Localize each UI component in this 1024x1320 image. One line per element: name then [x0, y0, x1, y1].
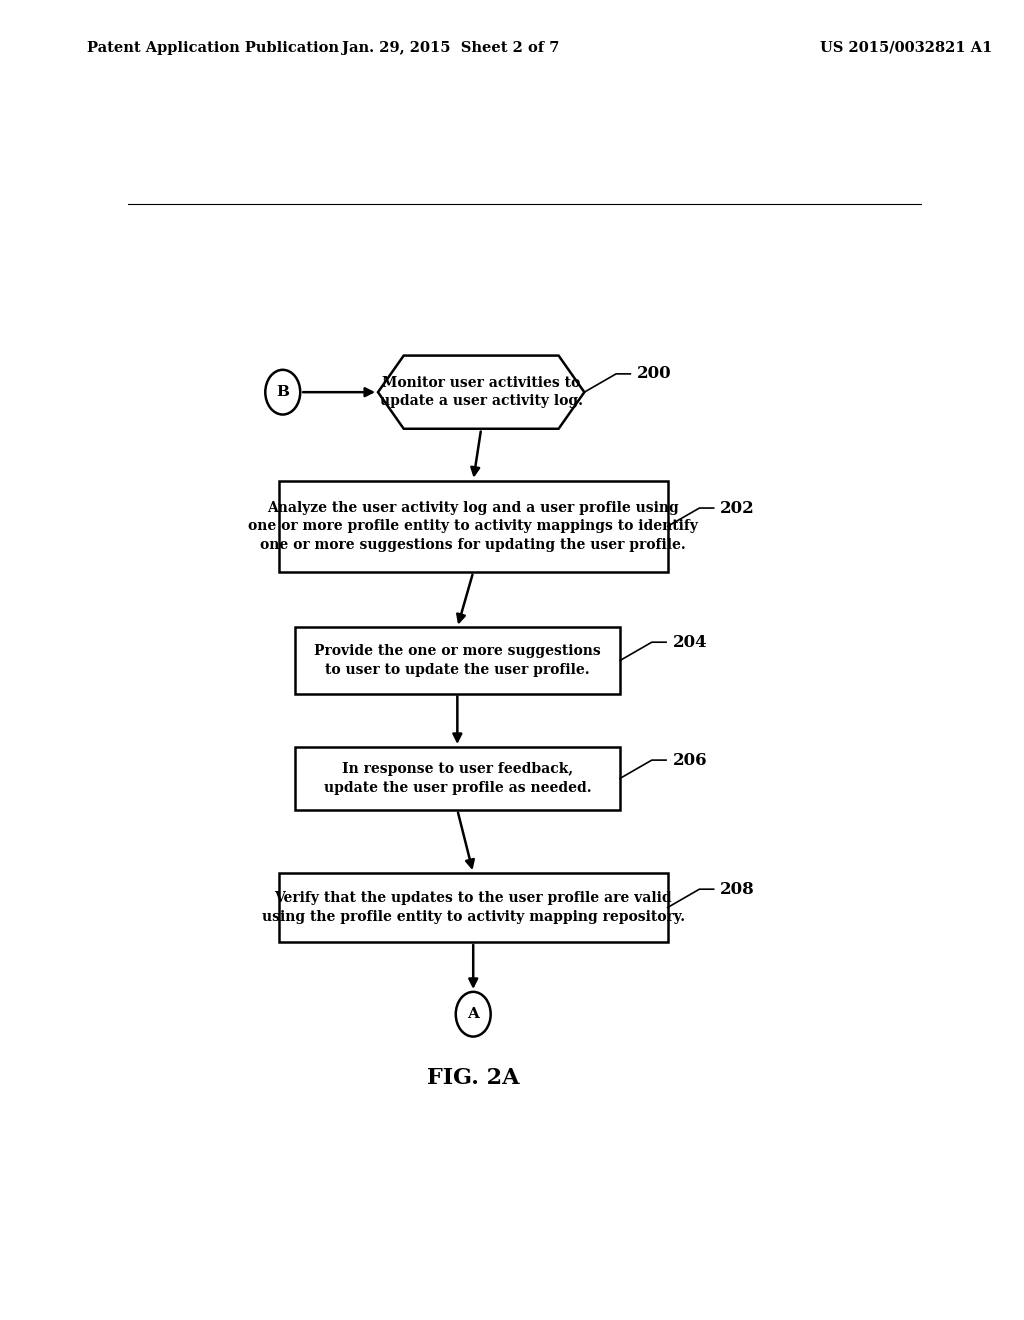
- Bar: [295, 747, 621, 810]
- Text: Monitor user activities to
update a user activity log.: Monitor user activities to update a user…: [380, 376, 583, 408]
- Bar: [295, 627, 621, 693]
- Text: Provide the one or more suggestions
to user to update the user profile.: Provide the one or more suggestions to u…: [314, 644, 601, 677]
- Bar: [279, 480, 668, 572]
- Text: Verify that the updates to the user profile are valid
using the profile entity t: Verify that the updates to the user prof…: [262, 891, 685, 924]
- Bar: [279, 873, 668, 942]
- Text: B: B: [276, 385, 289, 399]
- Text: 200: 200: [637, 366, 672, 383]
- Text: Jan. 29, 2015  Sheet 2 of 7: Jan. 29, 2015 Sheet 2 of 7: [342, 41, 559, 54]
- Text: US 2015/0032821 A1: US 2015/0032821 A1: [820, 41, 992, 54]
- Text: 202: 202: [720, 499, 755, 516]
- Text: 206: 206: [673, 751, 707, 768]
- Text: Patent Application Publication: Patent Application Publication: [87, 41, 339, 54]
- Text: Analyze the user activity log and a user profile using
one or more profile entit: Analyze the user activity log and a user…: [248, 500, 698, 552]
- Text: 204: 204: [673, 634, 707, 651]
- Text: A: A: [467, 1007, 479, 1022]
- Text: In response to user feedback,
update the user profile as needed.: In response to user feedback, update the…: [324, 762, 591, 795]
- Text: 208: 208: [720, 880, 755, 898]
- Text: FIG. 2A: FIG. 2A: [427, 1068, 519, 1089]
